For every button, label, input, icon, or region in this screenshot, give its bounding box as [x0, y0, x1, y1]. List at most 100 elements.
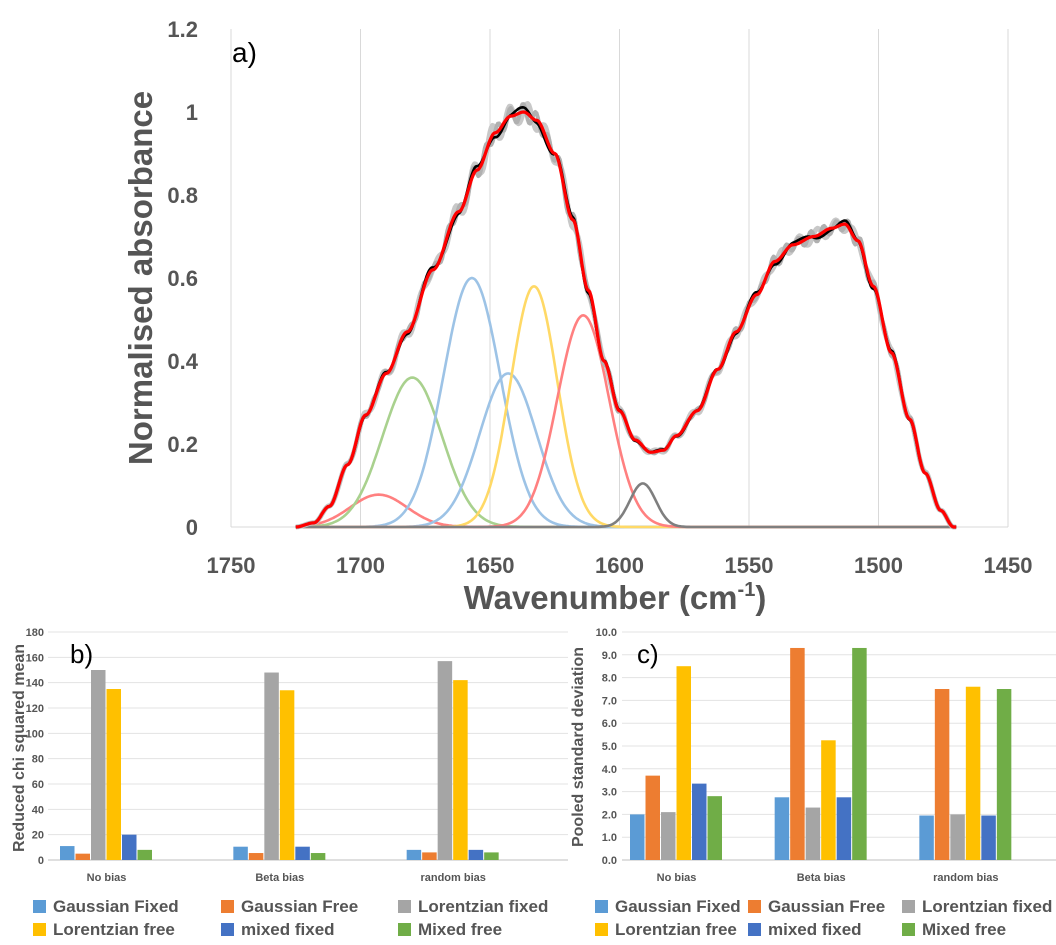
- spectrum-x-tick-label: 1600: [595, 553, 644, 578]
- bar-y-tick-label: 100: [26, 728, 44, 740]
- spectrum-y-tick-label: 0.6: [167, 266, 198, 291]
- chi-category-labels: No bias Beta bias random bias: [87, 872, 486, 884]
- bar-lorentzian-free: [453, 680, 468, 860]
- bar-y-tick-label: 140: [26, 678, 44, 690]
- x-axis-title-superscript: -1: [738, 579, 756, 601]
- x-axis-title-main: Wavenumber (cm: [464, 579, 738, 616]
- bar-lorentzian-free: [965, 686, 981, 860]
- legend-label: Mixed free: [418, 920, 502, 939]
- bar-gaussian-free: [790, 647, 805, 860]
- legend-label: mixed fixed: [241, 920, 335, 939]
- bar-category-label: Beta bias: [797, 872, 846, 884]
- legend-swatch: [595, 923, 608, 936]
- bar-gaussian-free: [248, 853, 264, 860]
- bar-mixed-fixed: [468, 849, 484, 860]
- sd-legend: Gaussian Fixed Gaussian Free Lorentzian fi…: [595, 897, 1052, 939]
- bar-category-label: Beta bias: [255, 872, 304, 884]
- legend-swatch: [595, 900, 608, 913]
- spectrum-y-tick-label: 0.2: [167, 432, 198, 457]
- chi-y-tick-labels: 0 20 40 60 80 100 120 140 160 180: [26, 627, 44, 867]
- spectrum-x-axis-title: Wavenumber (cm-1): [464, 579, 767, 616]
- chi-y-axis-title: Reduced chi squared mean: [11, 644, 28, 852]
- bar-mixed-fixed: [692, 783, 707, 860]
- bar-gaussian-free: [934, 689, 950, 860]
- bar-y-tick-label: 0.0: [602, 855, 617, 867]
- bar-mixed-fixed: [836, 797, 852, 860]
- bar-y-tick-label: 2.0: [602, 809, 617, 821]
- spectrum-chart: 0 0.2 0.4 0.6 0.8 1 1.2 1750 1700 1650 1600 1550 15…: [122, 17, 1032, 616]
- chi-squared-chart: 0 20 40 60 80 100 120 140 160 180 No bias Beta bia…: [11, 627, 568, 939]
- bar-lorentzian-fixed: [950, 814, 965, 860]
- bar-y-tick-label: 120: [26, 703, 44, 715]
- legend-swatch: [398, 900, 411, 913]
- bar-y-tick-label: 5.0: [602, 741, 617, 753]
- bar-lorentzian-fixed: [805, 807, 821, 860]
- legend-swatch: [33, 923, 46, 936]
- bar-category-label: No bias: [657, 872, 697, 884]
- bar-category-label: No bias: [87, 872, 127, 884]
- bar-mixed-free: [996, 689, 1012, 860]
- spectrum-y-tick-labels: 0 0.2 0.4 0.6 0.8 1 1.2: [167, 17, 198, 540]
- legend-swatch: [902, 923, 915, 936]
- spectrum-x-tick-label: 1650: [466, 553, 515, 578]
- component-peaks: [295, 276, 957, 529]
- legend-swatch: [33, 900, 46, 913]
- spectrum-y-tick-label: 0: [186, 515, 198, 540]
- bar-gaussian-free: [75, 853, 90, 860]
- component-peak-curve: [295, 372, 957, 529]
- chi-bars: [60, 661, 499, 860]
- bar-y-tick-label: 6.0: [602, 718, 617, 730]
- bar-lorentzian-free: [676, 666, 691, 860]
- bar-lorentzian-free: [279, 690, 295, 860]
- bar-gaussian-fixed: [406, 849, 422, 860]
- spectrum-y-tick-label: 1.2: [167, 17, 198, 42]
- spectrum-gridlines: [230, 29, 1009, 528]
- bar-mixed-free: [852, 647, 867, 860]
- bar-y-tick-label: 4.0: [602, 764, 617, 776]
- bar-gaussian-fixed: [233, 846, 248, 860]
- legend-swatch: [221, 923, 234, 936]
- bar-y-tick-label: 10.0: [596, 627, 617, 639]
- component-peak-curve: [295, 376, 957, 529]
- sd-y-tick-labels: 0.0 1.0 2.0 3.0 4.0 5.0 6.0 7.0 8.0 9.0 10.0: [596, 627, 617, 867]
- sd-category-labels: No bias Beta bias random bias: [657, 872, 999, 884]
- legend-swatch: [221, 900, 234, 913]
- bar-mixed-free: [137, 849, 152, 860]
- bar-lorentzian-fixed: [91, 670, 106, 860]
- legend-label: Lorentzian fixed: [922, 897, 1052, 916]
- bar-gaussian-fixed: [630, 814, 645, 860]
- spectrum-y-tick-label: 0.4: [167, 349, 198, 374]
- bar-mixed-free: [484, 852, 499, 860]
- spectrum-x-tick-label: 1550: [725, 553, 774, 578]
- spectrum-data-line: [295, 106, 957, 529]
- bar-mixed-free: [310, 853, 326, 860]
- bar-y-tick-label: 9.0: [602, 650, 617, 662]
- component-peak-curve: [295, 284, 957, 529]
- legend-label: Mixed free: [922, 920, 1006, 939]
- spectrum-x-tick-label: 1500: [854, 553, 903, 578]
- spectrum-x-tick-label: 1450: [984, 553, 1033, 578]
- bar-category-label: random bias: [933, 872, 998, 884]
- bar-gaussian-fixed: [60, 846, 75, 860]
- legend-label: Gaussian Free: [241, 897, 358, 916]
- bar-lorentzian-fixed: [437, 661, 453, 860]
- bar-gaussian-fixed: [774, 797, 790, 860]
- legend-label: Gaussian Fixed: [615, 897, 741, 916]
- bar-y-tick-label: 40: [32, 804, 44, 816]
- bar-y-tick-label: 20: [32, 830, 44, 842]
- chi-gridlines: [48, 631, 568, 861]
- spectrum-y-tick-label: 0.8: [167, 183, 198, 208]
- bar-y-tick-label: 80: [32, 754, 44, 766]
- spectrum-data-lines: [294, 101, 958, 530]
- chi-legend: Gaussian Fixed Gaussian Free Lorentzian fi…: [33, 897, 548, 939]
- legend-swatch: [902, 900, 915, 913]
- bar-gaussian-free: [422, 852, 437, 860]
- component-peak-curve: [295, 482, 957, 529]
- spectrum-y-tick-label: 1: [186, 100, 198, 125]
- bar-y-tick-label: 160: [26, 652, 44, 664]
- legend-swatch: [748, 923, 761, 936]
- panel-b-label: b): [70, 639, 93, 669]
- spectrum-replicate-line: [294, 101, 958, 530]
- bar-y-tick-label: 8.0: [602, 673, 617, 685]
- sd-y-axis-title: Pooled standard deviation: [570, 647, 587, 847]
